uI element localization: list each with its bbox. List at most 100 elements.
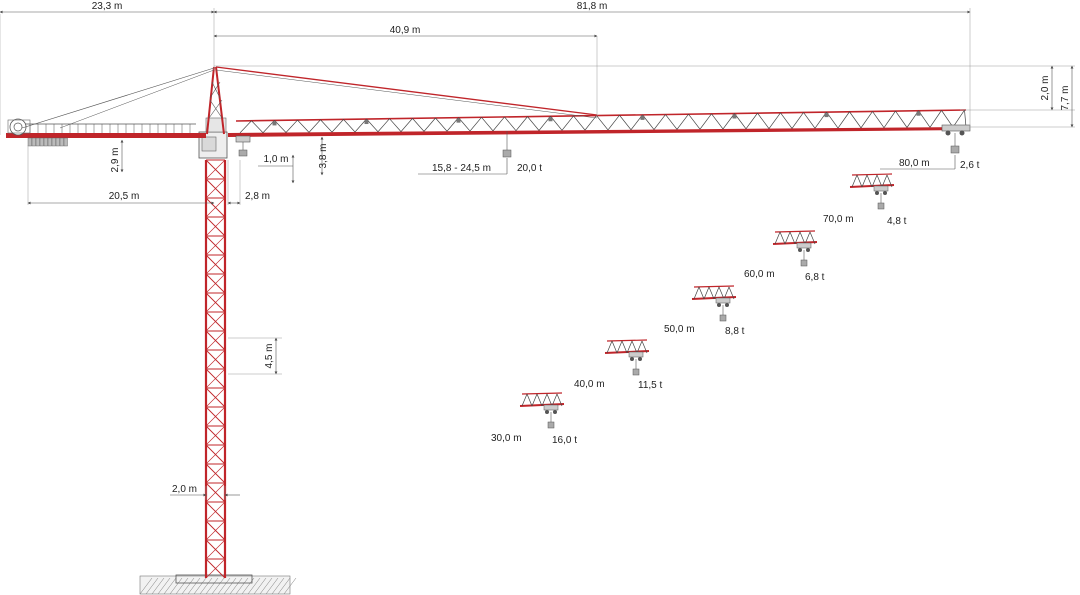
mast-diagonal xyxy=(205,235,226,256)
icon-diagonal xyxy=(541,393,548,407)
jib-diagonal xyxy=(929,110,942,128)
mast-diagonal xyxy=(205,368,226,389)
mast-diagonal xyxy=(205,425,226,446)
counterweight-block xyxy=(59,137,64,147)
mast-diagonal xyxy=(205,501,226,522)
jib-diagonal xyxy=(251,120,264,133)
counter-jib xyxy=(6,67,215,147)
icon-trolley xyxy=(543,404,559,411)
counterweight-block xyxy=(27,137,32,147)
hatch-line xyxy=(175,577,189,595)
mast-diagonal xyxy=(205,216,226,237)
icon-diagonal xyxy=(866,174,873,188)
jib-diagonal xyxy=(285,119,298,133)
icon-trolley xyxy=(715,297,731,304)
icon-diagonal xyxy=(794,231,801,245)
jib-diagonal xyxy=(596,115,609,131)
jib-pin xyxy=(640,115,645,120)
counterweight-block xyxy=(51,137,56,147)
jib-diagonal xyxy=(837,111,850,129)
load-jib-icon xyxy=(519,392,565,429)
hatch-line xyxy=(205,577,219,595)
mast-diagonal xyxy=(205,197,226,218)
icon-diagonal xyxy=(611,340,618,354)
hatch-line xyxy=(193,577,207,595)
dim-pendant-position: 40,9 m xyxy=(390,25,421,36)
jib-diagonal xyxy=(573,115,586,131)
load-chart-icons xyxy=(519,173,895,429)
jib-diagonal xyxy=(803,112,816,129)
icon-diagonal xyxy=(546,393,553,407)
jib-diagonal xyxy=(619,115,632,130)
icon-diagonal xyxy=(784,231,791,245)
inner-trolley-block xyxy=(235,135,251,157)
jib-diagonal xyxy=(584,115,597,131)
icon-diagonal xyxy=(531,393,538,407)
counterweight-block xyxy=(39,137,44,147)
mast-diagonal xyxy=(205,254,226,275)
hatch-line xyxy=(265,577,279,595)
icon-top-chord xyxy=(521,392,563,395)
hatch-line xyxy=(157,577,171,595)
jib-diagonal xyxy=(527,116,540,131)
icon-trolley xyxy=(628,351,644,358)
icon-wheel xyxy=(638,357,642,361)
icon-wheel xyxy=(545,410,549,414)
mast-diagonal xyxy=(205,444,226,465)
hatch-line xyxy=(139,577,153,595)
icon-wheel xyxy=(717,303,721,307)
jib-diagonal xyxy=(469,117,482,132)
hatch-line xyxy=(217,577,231,595)
icon-diagonal xyxy=(556,393,563,407)
mast-diagonal xyxy=(205,178,226,199)
icon-wheel xyxy=(875,191,879,195)
icon-diagonal xyxy=(856,174,863,188)
jib-diagonal xyxy=(607,115,620,131)
load-value-label: 8,8 t xyxy=(725,326,745,337)
mast-diagonal xyxy=(205,159,226,180)
counterweight-block xyxy=(55,137,60,147)
mast-diagonal xyxy=(205,520,226,541)
icon-wheel xyxy=(630,357,634,361)
jib-diagonal xyxy=(389,118,402,132)
icon-diagonal xyxy=(606,340,613,354)
icon-diagonal xyxy=(809,231,816,245)
jib-diagonal xyxy=(665,114,678,130)
mast-diagonal xyxy=(205,539,226,560)
dimension-lines xyxy=(0,8,1075,500)
load-radius-label: 50,0 m xyxy=(664,324,695,335)
mast-diagonal xyxy=(205,406,226,427)
dim-min-radius: 2,8 m xyxy=(245,191,270,202)
jib-pin xyxy=(548,117,553,122)
icon-diagonal xyxy=(698,286,705,300)
counterweight-block xyxy=(43,137,48,147)
counter-jib-railing xyxy=(29,124,191,133)
icon-hook xyxy=(800,259,808,267)
jib-diagonal xyxy=(320,119,333,133)
dim-jib-depth: 3,8 m xyxy=(318,143,329,168)
mast-diagonal xyxy=(205,349,226,370)
load-radius-label: 40,0 m xyxy=(574,379,605,390)
icon-trolley xyxy=(873,185,889,192)
hatch-line xyxy=(187,577,201,595)
hoist-winch xyxy=(7,118,31,136)
jib-pin xyxy=(456,118,461,123)
icon-diagonal xyxy=(551,393,558,407)
icon-diagonal xyxy=(621,340,628,354)
icon-trolley xyxy=(796,242,812,249)
jib-diagonal xyxy=(492,116,505,132)
hatch-line xyxy=(211,577,225,595)
jib-diagonal xyxy=(964,109,967,128)
jib-lacing xyxy=(239,109,967,134)
jib-diagonal xyxy=(872,111,885,128)
load-jib-icon xyxy=(604,339,650,376)
jib-diagonal xyxy=(768,112,781,129)
icon-bottom-chord xyxy=(519,403,565,407)
jib-diagonal xyxy=(711,113,724,130)
icon-bottom-chord xyxy=(604,350,650,354)
load-chart-labels: 15,8 - 24,5 m 20,0 t 80,0 m 2,6 t 70,0 m… xyxy=(432,158,980,446)
jib-pin xyxy=(364,120,369,125)
icon-bottom-chord xyxy=(849,184,895,188)
jib-diagonal xyxy=(400,118,413,132)
